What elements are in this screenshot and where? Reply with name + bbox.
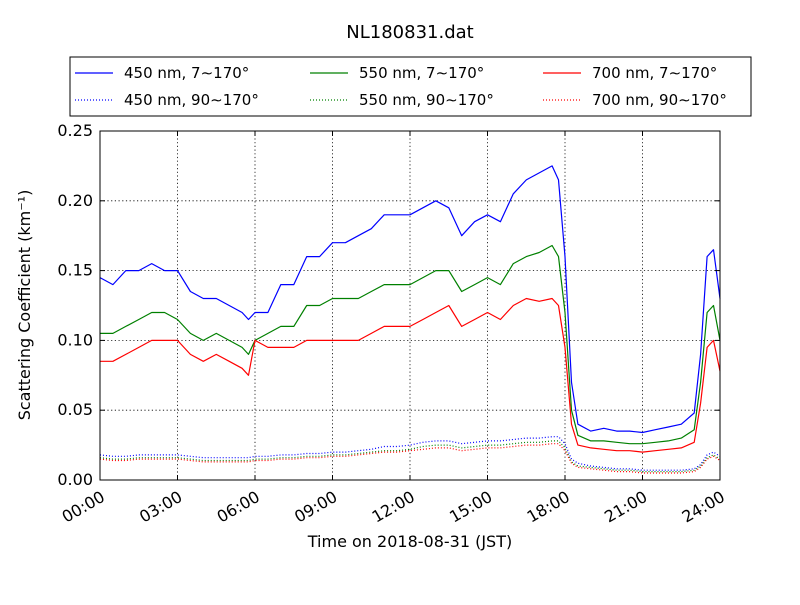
- legend-label: 550 nm, 90∼170°: [359, 91, 494, 109]
- series-layer: [99, 165, 721, 474]
- x-tick-label: 03:00: [136, 487, 185, 527]
- x-tick-label: 12:00: [369, 487, 418, 527]
- y-axis-label: Scattering Coefficient (km⁻¹): [15, 190, 34, 421]
- x-tick-label: 21:00: [601, 487, 650, 527]
- series-line-3: [100, 244, 721, 445]
- y-tick-label: 0.10: [57, 330, 93, 349]
- legend-frame: [69, 56, 752, 117]
- x-tick-label: 00:00: [59, 487, 108, 527]
- series-line-5: [100, 297, 721, 453]
- x-axis-label: Time on 2018-08-31 (JST): [307, 532, 512, 551]
- y-tick-label: 0.15: [57, 261, 93, 280]
- y-tick-label: 0.05: [57, 400, 93, 419]
- y-tick-label: 0.20: [57, 191, 93, 210]
- legend-label: 700 nm, 90∼170°: [592, 91, 727, 109]
- x-tick-label: 24:00: [679, 487, 728, 527]
- axes-ticks: 00:00 03:00 06:00 09:00 12:00 15:00 18:00 21:00…: [57, 121, 728, 527]
- x-tick-label: 18:00: [524, 487, 573, 527]
- series-line-2: [99, 436, 721, 471]
- legend-label: 700 nm, 7∼170°: [592, 64, 717, 82]
- x-tick-label: 15:00: [446, 487, 495, 527]
- grid: [100, 131, 720, 480]
- legend-label: 450 nm, 7∼170°: [124, 64, 249, 82]
- legend: 450 nm, 7∼170° 450 nm, 90∼170° 550 nm, 7∼1…: [69, 56, 752, 117]
- y-tick-label: 0.00: [57, 470, 93, 489]
- series-line-1: [99, 165, 721, 434]
- legend-label: 450 nm, 90∼170°: [124, 91, 259, 109]
- legend-label: 550 nm, 7∼170°: [359, 64, 484, 82]
- series-line-6: [99, 443, 721, 474]
- chart-title: NL180831.dat: [346, 22, 473, 43]
- y-tick-label: 0.25: [57, 121, 93, 140]
- x-tick-label: 06:00: [214, 487, 263, 527]
- series-line-4: [99, 440, 721, 473]
- x-tick-label: 09:00: [291, 487, 340, 527]
